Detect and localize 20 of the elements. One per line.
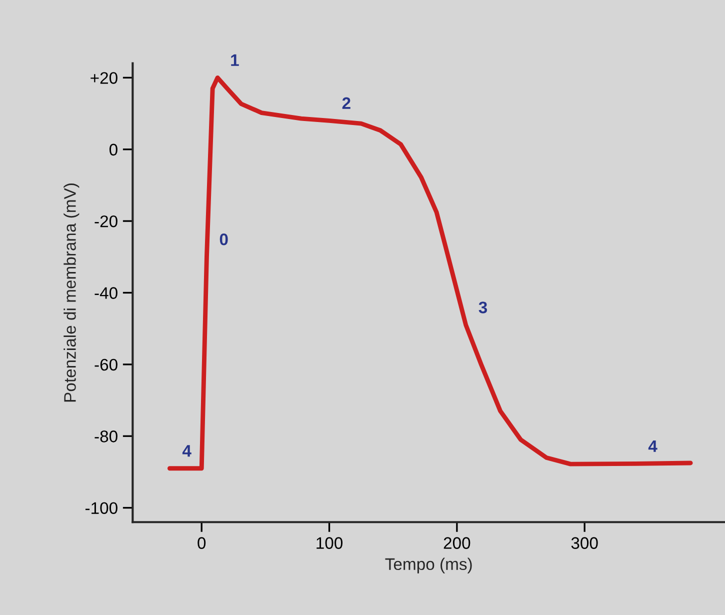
y-tick-label: 0 — [109, 144, 118, 156]
y-tick-label: -20 — [94, 215, 118, 228]
annotation: 2 — [342, 97, 350, 109]
line-series — [167, 75, 693, 471]
x-tick-label: 0 — [198, 537, 206, 549]
annotation: 3 — [478, 302, 488, 314]
y-tick-label: -40 — [94, 287, 118, 299]
x-axis-title: Tempo (ms) — [385, 558, 472, 574]
x-tick-label: 100 — [316, 537, 343, 549]
annotation: 0 — [220, 233, 228, 246]
x-tick-label: 300 — [571, 537, 598, 549]
y-tick-label: -80 — [94, 430, 118, 442]
annotation: 4 — [182, 445, 192, 457]
x-tick-label: 200 — [444, 537, 470, 549]
y-tick-label: +20 — [90, 72, 118, 84]
y-axis-title: Potenziale di membrana (mV) — [64, 184, 80, 402]
y-tick-label: -60 — [94, 358, 118, 371]
annotation: 4 — [648, 440, 658, 452]
y-tick-label: -100 — [85, 502, 118, 514]
annotation: 1 — [231, 54, 239, 66]
